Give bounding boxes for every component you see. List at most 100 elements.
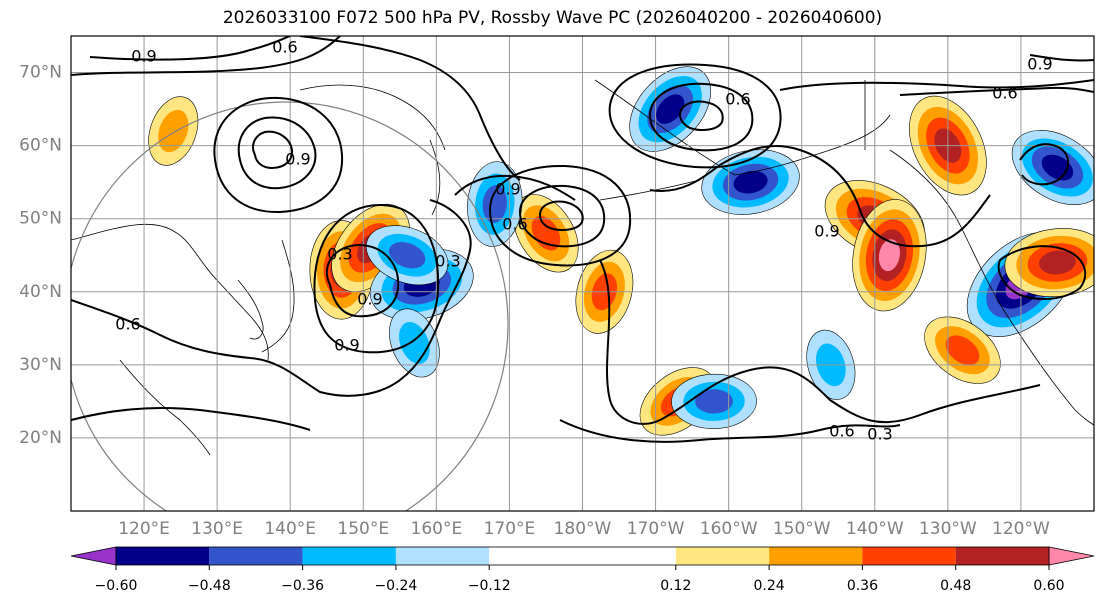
pv-contours <box>71 36 1094 443</box>
coastline-korea <box>237 279 264 340</box>
anomaly-shade <box>695 389 733 414</box>
pv-contour <box>213 96 344 214</box>
pv-contour <box>648 82 754 152</box>
colorbar-tick-label: 0.12 <box>660 578 691 594</box>
coastline-japan <box>261 239 295 353</box>
colorbar-bin <box>302 547 396 565</box>
contour-label: 0.9 <box>131 47 156 66</box>
lon-tick-label: 130°E <box>191 519 243 539</box>
pv-contour <box>779 79 1094 91</box>
pv-contour <box>678 100 724 131</box>
map-gridlines <box>71 36 1094 511</box>
contour-label: 0.9 <box>334 336 359 355</box>
contour-label: 0.9 <box>357 290 382 309</box>
lon-tick-label: 180°W <box>554 519 612 539</box>
colorbar-extend-high <box>1048 546 1095 566</box>
colorbar-bin <box>769 547 863 565</box>
pv-contour <box>488 164 632 267</box>
colorbar-tick-label: −0.36 <box>281 578 324 594</box>
lon-tick-label: 160°E <box>411 519 463 539</box>
lon-tick-label: 150°W <box>773 519 831 539</box>
contour-label: 0.9 <box>814 222 839 241</box>
lon-tick-label: 140°W <box>846 519 904 539</box>
colorbar-tick-label: 0.48 <box>940 578 971 594</box>
coastline-siberia <box>299 84 446 151</box>
colorbar-bin <box>395 547 490 565</box>
anomaly-shade <box>878 239 900 272</box>
colorbar-tick-label: 0.60 <box>1033 578 1064 594</box>
pv-contour <box>71 199 472 397</box>
pv-contour <box>454 174 576 201</box>
lat-tick-label: 20°N <box>19 428 62 448</box>
colorbar-bin <box>862 547 956 565</box>
colorbar-frame <box>115 546 1050 566</box>
lat-tick-label: 70°N <box>19 63 62 83</box>
latitude-ticks: 20°N 30°N 40°N 50°N 60°N 70°N <box>19 63 62 448</box>
contour-label: 0.6 <box>115 315 140 334</box>
map-frame <box>70 35 1095 512</box>
contour-label: 0.9 <box>495 180 520 199</box>
anomaly-shade <box>158 109 189 153</box>
pv-contour <box>71 36 341 76</box>
pv-contour <box>1029 54 1094 62</box>
coastline-asia <box>71 223 269 361</box>
pv-contour <box>252 130 294 170</box>
colorbar-bin <box>209 547 303 565</box>
contour-label: 0.9 <box>1027 55 1052 74</box>
pv-contour <box>1019 143 1069 186</box>
colorbar-bin <box>675 547 770 565</box>
pv-contour <box>899 86 1094 96</box>
contour-label: 0.9 <box>285 150 310 169</box>
lat-tick-label: 60°N <box>19 136 62 156</box>
aleutian-islands <box>599 179 701 201</box>
pv-contour <box>325 243 400 318</box>
contour-label: 0.6 <box>992 84 1017 103</box>
coastline-china-south <box>119 359 211 456</box>
pv-contour <box>608 63 782 169</box>
lon-tick-label: 120°E <box>118 519 170 539</box>
lat-tick-label: 50°N <box>19 209 62 229</box>
coastline-kamchatka <box>429 139 441 216</box>
pv-contour <box>518 184 606 248</box>
contour-label: 0.3 <box>867 425 892 444</box>
pv-contour <box>649 144 991 248</box>
contour-label: 0.3 <box>327 245 352 264</box>
pv-contour <box>559 419 901 443</box>
pv-contour <box>997 245 1087 300</box>
coastline-north-america <box>889 149 1094 426</box>
contour-label: 0.6 <box>829 422 854 441</box>
colorbar-tick-label: −0.60 <box>95 578 138 594</box>
anomaly-shade <box>733 170 768 194</box>
anomaly-shade <box>945 335 980 366</box>
pv-contour <box>313 203 440 354</box>
pv-contour <box>237 116 317 190</box>
colorbar-tick-label: 0.24 <box>754 578 785 594</box>
contour-label: 0.6 <box>502 215 527 234</box>
colorbar-tick-label: −0.12 <box>468 578 511 594</box>
lon-tick-label: 130°W <box>919 519 977 539</box>
lat-tick-label: 30°N <box>19 355 62 375</box>
anomaly-shade <box>1039 250 1076 275</box>
colorbar-bin <box>955 547 1049 565</box>
contour-label: 0.6 <box>272 38 297 57</box>
colorbar-bin <box>489 547 676 565</box>
lon-tick-label: 160°W <box>700 519 758 539</box>
lon-tick-label: 150°E <box>337 519 389 539</box>
pv-contour <box>299 36 521 181</box>
pv-contour <box>89 36 291 61</box>
pv-contour <box>71 407 311 431</box>
range-circle <box>71 101 509 511</box>
contour-label: 0.6 <box>725 90 750 109</box>
lon-tick-label: 170°W <box>627 519 685 539</box>
lon-tick-label: 170°E <box>484 519 536 539</box>
colorbar-tick-label: 0.36 <box>847 578 878 594</box>
anomaly-shade <box>482 185 507 223</box>
lon-tick-label: 140°E <box>264 519 316 539</box>
pv-contour <box>538 200 584 231</box>
pv-contour <box>599 259 1041 425</box>
contour-label: 0.3 <box>435 252 460 271</box>
longitude-ticks: 120°E 130°E 140°E 150°E 160°E 170°E 180°W 170°W… <box>118 519 1050 539</box>
colorbar-extend-low <box>70 546 117 566</box>
lon-tick-label: 120°W <box>992 519 1050 539</box>
